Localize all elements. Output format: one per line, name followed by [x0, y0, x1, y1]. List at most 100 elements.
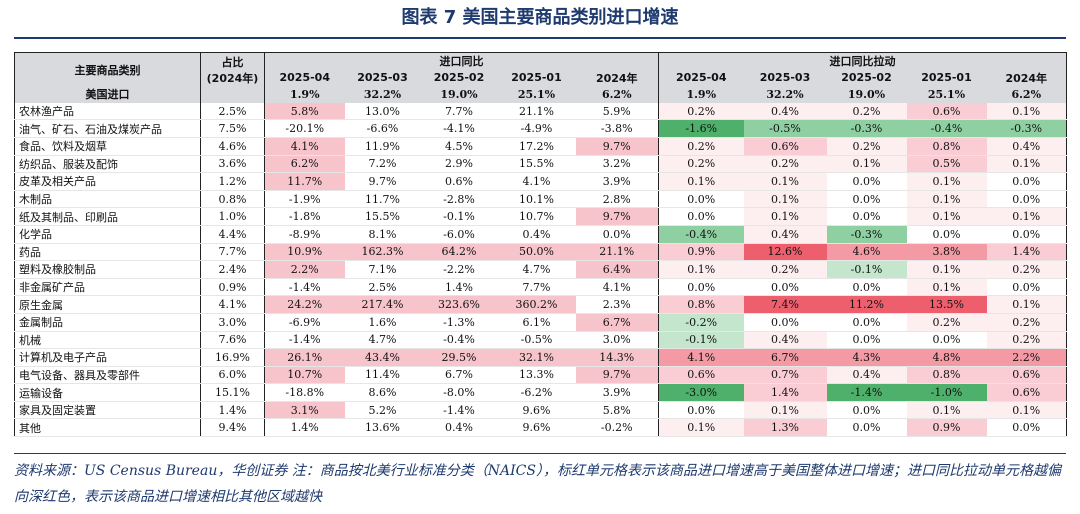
share-cell: 3.0%	[200, 313, 265, 332]
share-cell: 4.1%	[200, 295, 265, 314]
contrib-cell: 6.2%	[986, 86, 1067, 103]
contrib-cell: 0.2%	[658, 155, 744, 174]
row-label: 金属制品	[14, 313, 201, 332]
contrib-cell: 0.1%	[906, 190, 987, 209]
contrib-cell: 0.0%	[743, 313, 827, 332]
contrib-cell: 1.4%	[986, 243, 1067, 262]
contrib-cell: 0.4%	[743, 225, 827, 244]
yoy-cell: 5.2%	[344, 401, 421, 420]
yoy-cell: 10.7%	[264, 366, 345, 385]
yoy-cell: 3.2%	[575, 155, 659, 174]
table-row: 纸及其制品、印刷品 1.0% -1.8% 15.5% -0.1% 10.7% 9.7% 0.0…	[14, 207, 1067, 226]
contrib-cell: 4.6%	[826, 243, 907, 262]
contrib-cell: 0.0%	[743, 278, 827, 297]
yoy-cell: 0.4%	[497, 225, 576, 244]
yoy-cell: 3.9%	[575, 383, 659, 402]
yoy-cell: -1.4%	[420, 401, 498, 420]
contrib-cell: 0.6%	[743, 137, 827, 156]
yoy-cell: -8.9%	[264, 225, 345, 244]
share-cell: 2.4%	[200, 260, 265, 279]
contrib-cell: 0.9%	[658, 243, 744, 262]
row-label: 家具及固定装置	[14, 401, 201, 420]
contrib-cell: 25.1%	[906, 86, 987, 103]
contrib-cell: 0.2%	[743, 155, 827, 174]
contrib-cell: 1.4%	[743, 383, 827, 402]
row-label: 纸及其制品、印刷品	[14, 207, 201, 226]
yoy-cell: 13.0%	[344, 102, 421, 121]
header-yoy-2: 2025-02	[420, 69, 498, 87]
contrib-cell: 0.2%	[658, 137, 744, 156]
contrib-cell: -0.3%	[826, 225, 907, 244]
yoy-cell: -6.6%	[344, 119, 421, 138]
yoy-cell: 4.7%	[344, 331, 421, 350]
contrib-cell: 0.7%	[743, 366, 827, 385]
contrib-cell: 0.1%	[658, 418, 744, 438]
yoy-cell: 1.6%	[344, 313, 421, 332]
contrib-cell: 0.1%	[906, 401, 987, 420]
yoy-cell: -1.4%	[264, 278, 345, 297]
contrib-cell: 0.2%	[826, 102, 907, 121]
contrib-cell: 0.1%	[906, 278, 987, 297]
yoy-cell: 1.4%	[264, 418, 345, 438]
table-row: 农林渔产品 2.5% 5.8% 13.0% 7.7% 21.1% 5.9% 0.2% 0.4% 0…	[14, 102, 1067, 121]
yoy-cell: 13.6%	[344, 418, 421, 438]
contrib-cell: 0.0%	[826, 313, 907, 332]
contrib-cell: 4.8%	[906, 348, 987, 367]
yoy-cell: -0.4%	[420, 331, 498, 350]
row-label: 皮革及相关产品	[14, 172, 201, 191]
contrib-cell: 0.1%	[743, 207, 827, 226]
contrib-cell: 0.4%	[986, 137, 1067, 156]
yoy-cell: 32.2%	[344, 86, 421, 103]
share-cell: 16.9%	[200, 348, 265, 367]
contrib-cell: 0.0%	[826, 418, 907, 438]
contrib-cell: 0.0%	[826, 331, 907, 350]
header-contrib-2: 2025-02	[826, 69, 907, 87]
contrib-cell: 12.6%	[743, 243, 827, 262]
contrib-cell: 0.9%	[906, 418, 987, 438]
yoy-cell: 15.5%	[344, 207, 421, 226]
contrib-cell: 0.1%	[906, 172, 987, 191]
table-row: 原生金属 4.1% 24.2% 217.4% 323.6% 360.2% 2.3% 0.8% 7…	[14, 295, 1067, 314]
yoy-cell: 4.1%	[264, 137, 345, 156]
share-cell: 0.8%	[200, 190, 265, 209]
yoy-cell: -0.2%	[575, 418, 659, 438]
contrib-cell: 0.4%	[826, 366, 907, 385]
contrib-cell: 0.2%	[826, 137, 907, 156]
contrib-cell: 0.0%	[986, 418, 1067, 438]
yoy-cell: 4.1%	[497, 172, 576, 191]
contrib-cell: -3.0%	[658, 383, 744, 402]
yoy-cell: 6.7%	[575, 313, 659, 332]
yoy-cell: -3.8%	[575, 119, 659, 138]
contrib-cell: 0.0%	[986, 172, 1067, 191]
share-cell: 4.6%	[200, 137, 265, 156]
contrib-cell: 0.2%	[986, 260, 1067, 279]
contrib-cell: 0.0%	[986, 225, 1067, 244]
header-yoy-0: 2025-04	[264, 69, 345, 87]
yoy-cell: 7.1%	[344, 260, 421, 279]
yoy-cell: 9.7%	[575, 137, 659, 156]
yoy-cell: 1.9%	[264, 86, 345, 103]
period-header-row: 2025-04 2025-03 2025-02 2025-01 2024年 2025-04…	[15, 69, 1067, 87]
yoy-cell: 15.5%	[497, 155, 576, 174]
yoy-cell: 4.7%	[497, 260, 576, 279]
contrib-cell: -0.3%	[986, 119, 1067, 138]
header-group-contrib: 进口同比拉动	[658, 51, 1067, 70]
yoy-cell: 50.0%	[497, 243, 576, 262]
contrib-cell: 0.1%	[658, 172, 744, 191]
yoy-cell: 5.8%	[575, 401, 659, 420]
source-note: 资料来源：US Census Bureau，华创证券 注：商品按北美行业标准分类…	[14, 463, 1061, 505]
contrib-cell: 0.5%	[906, 155, 987, 174]
yoy-cell: 9.7%	[344, 172, 421, 191]
table-row: 非金属矿产品 0.9% -1.4% 2.5% 1.4% 7.7% 4.1% 0.0% 0.0% 0…	[14, 278, 1067, 297]
yoy-cell: -6.2%	[497, 383, 576, 402]
yoy-cell: 4.5%	[420, 137, 498, 156]
contrib-cell: 0.1%	[986, 102, 1067, 121]
contrib-cell: 0.8%	[658, 295, 744, 314]
yoy-cell: 360.2%	[497, 295, 576, 314]
yoy-cell: -2.2%	[420, 260, 498, 279]
yoy-cell: 6.2%	[575, 86, 659, 103]
yoy-cell: -6.9%	[264, 313, 345, 332]
header-share-year: (2024年)	[206, 71, 259, 85]
share-cell: 9.4%	[200, 418, 265, 438]
contrib-cell: -0.5%	[743, 119, 827, 138]
